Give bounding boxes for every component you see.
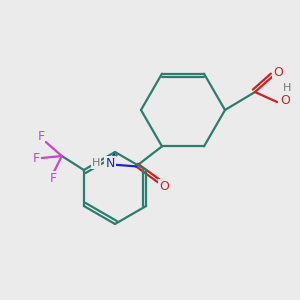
Text: N: N — [105, 157, 115, 170]
Text: O: O — [159, 180, 169, 193]
Text: F: F — [32, 152, 39, 164]
Text: F: F — [37, 130, 44, 143]
Text: H: H — [92, 158, 100, 168]
Text: H: H — [283, 83, 291, 93]
Text: O: O — [273, 65, 283, 79]
Text: F: F — [49, 172, 56, 184]
Text: O: O — [280, 94, 290, 106]
